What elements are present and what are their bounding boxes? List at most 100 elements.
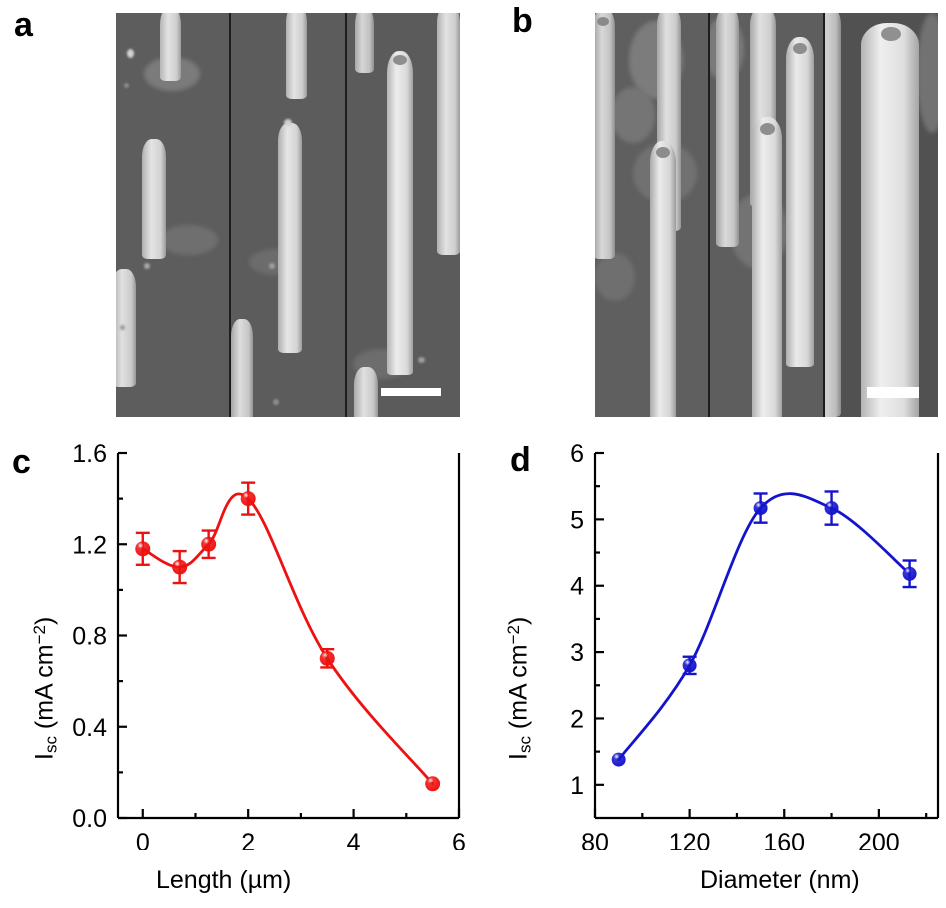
- tick-labels: 1 2 3 4 5 6 80 120 160 200: [570, 440, 900, 850]
- x-tick-label: 6: [452, 829, 466, 850]
- debris-speck: [418, 357, 425, 363]
- axis-frame: [593, 453, 940, 820]
- debris-speck: [269, 263, 275, 269]
- debris-speck: [144, 263, 150, 269]
- y-tick-label: 6: [570, 440, 584, 468]
- y-axis-label-d-main: I: [504, 753, 533, 760]
- nanowire: [354, 367, 378, 417]
- sem-subpanel-b2: [710, 13, 823, 417]
- data-series-line: [617, 492, 912, 761]
- x-axis-label-d: Diameter (nm): [700, 866, 860, 894]
- sem-subpanel-a2: [231, 13, 345, 417]
- nanowire: [437, 13, 460, 255]
- data-point-marker: [753, 501, 768, 516]
- nanowire: [231, 319, 253, 417]
- debris-speck: [284, 119, 292, 126]
- x-tick-label: 120: [669, 829, 711, 850]
- nanowire-tip-hole: [656, 147, 670, 158]
- chart-c-svg: 0.0 0.4 0.8 1.2 1.6 0 2 4 6: [72, 440, 466, 850]
- y-tick-label: 1.6: [72, 440, 107, 468]
- x-tick-label: 0: [136, 829, 150, 850]
- y-axis-label-d-unit: (mA cm: [504, 644, 533, 737]
- y-tick-label: 4: [570, 573, 584, 601]
- chart-d-svg: 1 2 3 4 5 6 80 120 160 200: [570, 440, 940, 850]
- data-markers: [611, 501, 917, 767]
- substrate-blob: [595, 253, 635, 301]
- y-axis-label-c-sup: −2: [30, 624, 49, 645]
- axis-ticks: [118, 451, 461, 820]
- data-point-marker: [172, 559, 188, 575]
- y-axis-label-d-close: ): [504, 616, 533, 625]
- y-tick-label: 1: [570, 772, 584, 800]
- nanowire-tip-hole: [393, 55, 407, 65]
- nanowire: [752, 117, 782, 417]
- substrate-blob: [611, 87, 655, 143]
- nanowire: [387, 51, 413, 375]
- panel-label-d: d: [510, 441, 531, 479]
- nanowire: [355, 13, 374, 73]
- subpanel-divider: [708, 13, 710, 417]
- nanowire: [116, 269, 136, 387]
- y-tick-label: 0.8: [72, 623, 107, 651]
- subpanel-divider: [229, 13, 231, 417]
- data-point-marker: [682, 658, 697, 673]
- data-point-marker: [611, 752, 626, 767]
- data-markers: [135, 491, 441, 792]
- nanowire: [286, 13, 307, 99]
- y-axis-label-d-sub: sc: [515, 736, 535, 754]
- y-axis-label-c-sub: sc: [41, 736, 61, 754]
- data-point-marker: [240, 491, 256, 507]
- y-axis-label-c-unit: (mA cm: [30, 644, 59, 737]
- axis-ticks: [593, 451, 928, 818]
- sem-subpanel-b3: [825, 13, 938, 417]
- data-point-marker: [135, 541, 151, 557]
- data-point-marker: [425, 776, 441, 792]
- debris-speck: [273, 399, 279, 405]
- data-point-marker: [824, 501, 839, 516]
- scale-bar-panel-b: [867, 387, 919, 398]
- nanowire-tip-hole: [793, 43, 807, 54]
- nanowire: [595, 13, 615, 259]
- nanowire: [861, 23, 919, 417]
- panel-label-a: a: [14, 6, 33, 44]
- nanowire: [650, 141, 676, 417]
- data-series-line: [141, 492, 435, 786]
- nanowire-tip-hole: [881, 27, 901, 41]
- y-tick-label: 5: [570, 506, 584, 534]
- x-tick-label: 2: [241, 829, 255, 850]
- x-tick-label: 200: [858, 829, 900, 850]
- debris-speck: [127, 49, 134, 58]
- x-tick-label: 80: [581, 829, 609, 850]
- nanowire-tip-hole: [760, 123, 775, 135]
- y-tick-label: 0.0: [72, 805, 107, 833]
- sem-image-panel-b: [595, 13, 938, 417]
- data-point-marker: [201, 536, 217, 552]
- y-tick-label: 3: [570, 639, 584, 667]
- data-point-marker: [319, 650, 335, 666]
- data-point-marker: [902, 566, 917, 581]
- sem-subpanel-a1: [116, 13, 229, 417]
- debris-speck: [120, 325, 125, 330]
- substrate-blob: [160, 225, 218, 255]
- error-bars: [682, 490, 917, 676]
- chart-panel-d: 1 2 3 4 5 6 80 120 160 200: [476, 430, 946, 850]
- debris-speck: [124, 83, 129, 88]
- nanowire: [160, 13, 181, 81]
- chart-panel-c: 0.0 0.4 0.8 1.2 1.6 0 2 4 6: [0, 430, 470, 850]
- error-bars: [135, 481, 335, 669]
- y-axis-label-d-sup: −2: [504, 624, 523, 645]
- y-tick-label: 0.4: [72, 714, 107, 742]
- tick-labels: 0.0 0.4 0.8 1.2 1.6 0 2 4 6: [72, 440, 466, 850]
- y-axis-label-c-main: I: [30, 753, 59, 760]
- x-tick-label: 4: [347, 829, 361, 850]
- panel-label-c: c: [12, 443, 31, 481]
- substrate-blob: [917, 13, 938, 133]
- panel-label-b: b: [512, 2, 533, 40]
- sem-subpanel-a3: [347, 13, 460, 417]
- y-tick-label: 1.2: [72, 531, 107, 559]
- x-tick-label: 160: [763, 829, 805, 850]
- nanowire: [825, 13, 841, 417]
- nanowire: [142, 139, 166, 259]
- subpanel-divider: [345, 13, 347, 417]
- nanowire: [278, 123, 302, 353]
